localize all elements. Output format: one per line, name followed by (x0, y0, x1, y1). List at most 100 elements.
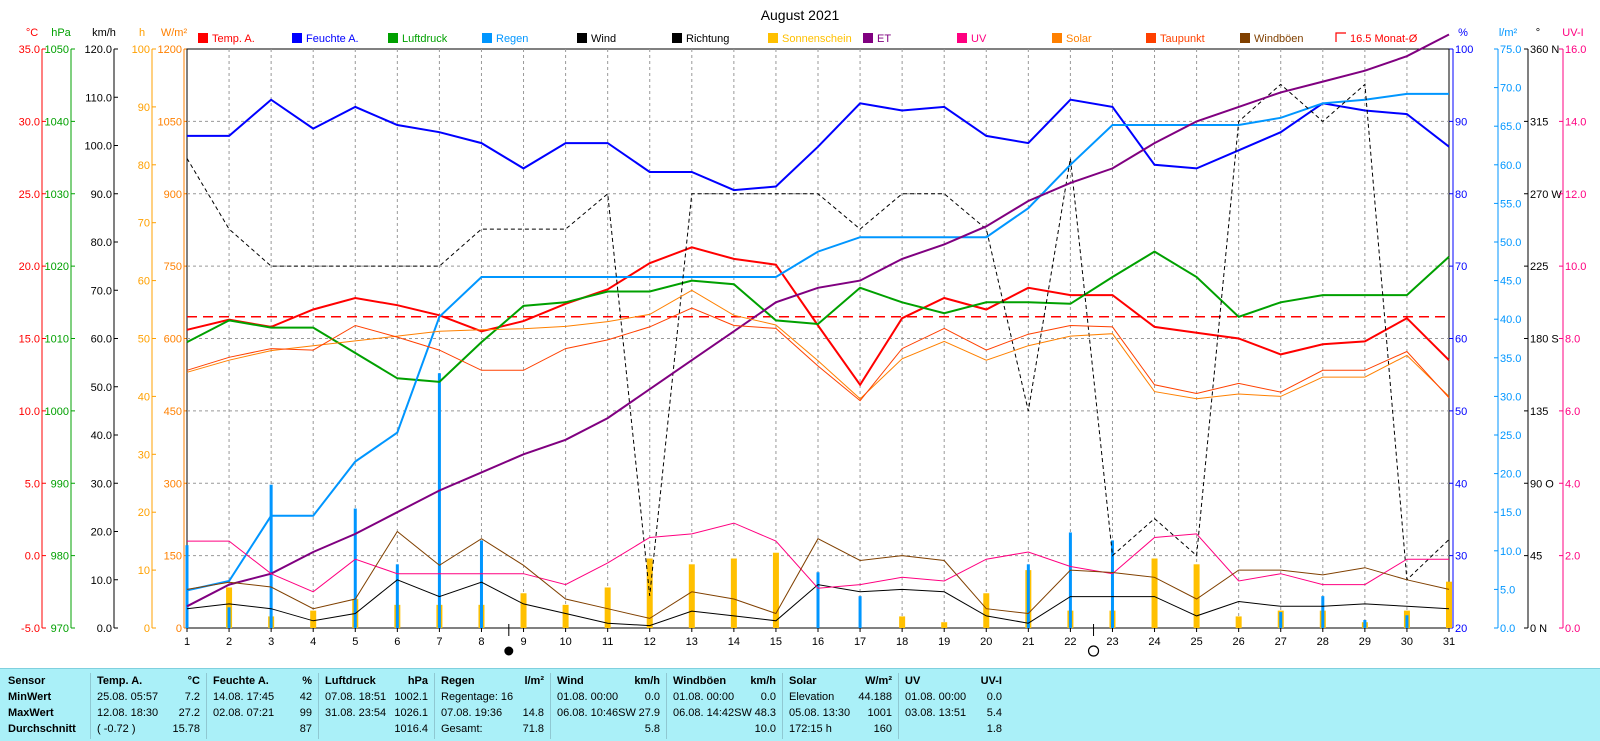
axes: °C 35.0 30.0 25.0 20.0 15.0 10.0 5.0 0.0 -5.0 hPa 1… (19, 27, 1587, 635)
stats-row: 07.08. 18:51 1002.1 (323, 689, 434, 705)
stats-when: 02.08. 07:21 (213, 707, 275, 719)
stats-when: 01.08. 00:00 (557, 691, 619, 703)
right-axis-tick-label: 135 (1530, 406, 1548, 418)
x-tick-label: 16 (812, 636, 824, 648)
right-axis-tick-label: 50 (1455, 406, 1467, 418)
stats-row: 06.08. 10:46SW 27.9 (555, 705, 666, 721)
left-axis-tick-label: 0 (144, 623, 150, 635)
stats-when: 07.08. 18:51 (325, 691, 387, 703)
series-line-windb-en (186, 530, 1450, 619)
right-axis-tick-label: 100 (1455, 44, 1473, 56)
stats-group-sensor: Sensor MinWert MaxWert Durchschnitt (0, 673, 90, 739)
stats-unit: % (302, 675, 312, 687)
stats-title: Feuchte A. (213, 675, 269, 687)
stats-header: Wind km/h (555, 673, 666, 689)
stats-value: 1002.1 (394, 691, 428, 703)
x-tick-label: 21 (1022, 636, 1034, 648)
rain-bar (1110, 540, 1114, 628)
legend-swatch (863, 33, 873, 43)
stats-row: 1.8 (903, 721, 1008, 737)
stats-label: Sensor (8, 675, 46, 687)
legend-swatch (482, 33, 492, 43)
x-tick-label: 3 (268, 636, 274, 648)
left-axis-tick-label: 90.0 (91, 189, 112, 201)
stats-row: Elevation 44.188 (787, 689, 898, 705)
stats-row: 1016.4 (323, 721, 434, 737)
stats-when: Regentage: 16 (441, 691, 514, 703)
left-axis-tick-label: 120.0 (84, 44, 112, 56)
left-axis-tick-label: 5.0 (25, 478, 40, 490)
left-axis-tick-label: 20.0 (19, 261, 40, 273)
sunshine-bar (604, 587, 611, 628)
sunshine-bar (1446, 581, 1452, 628)
rain-bar (858, 596, 862, 628)
right-axis-tick-label: 8.0 (1565, 334, 1580, 346)
left-axis-tick-label: 15.0 (19, 334, 40, 346)
stats-header: Feuchte A.% (211, 673, 318, 689)
left-axis-tick-label: -5.0 (21, 623, 40, 635)
right-axis-tick-label: 90 O (1530, 478, 1554, 490)
stats-value: 1026.1 (394, 707, 428, 719)
legend-swatch (388, 33, 398, 43)
series-line-solar (186, 289, 1450, 400)
stats-value: 0.0 (760, 691, 776, 703)
left-axis-tick-label: 980 (51, 551, 69, 563)
x-tick-label: 18 (896, 636, 908, 648)
stats-when: 172:15 h (789, 723, 832, 735)
left-axis-tick-label: 110.0 (85, 92, 112, 104)
sunshine-bar (730, 558, 737, 628)
stats-value: 1016.4 (394, 723, 428, 735)
stats-row: Regentage: 16 (439, 689, 550, 705)
sunshine-bar (772, 552, 779, 628)
rain-bar (395, 564, 399, 628)
sunshine-bar (520, 593, 527, 628)
series-line-luftdruck (186, 250, 1450, 383)
legend-swatch (1240, 33, 1250, 43)
right-axis-tick-label: 10.0 (1500, 546, 1521, 558)
stats-value: 48.3 (754, 707, 776, 719)
x-tick-label: 23 (1106, 636, 1118, 648)
left-axis-tick-label: 30 (138, 449, 150, 461)
legend-swatch (1335, 32, 1346, 42)
right-axis-tick-label: 16.0 (1565, 44, 1586, 56)
stats-when: Elevation (789, 691, 835, 703)
rain-bar (1405, 615, 1409, 628)
x-tick-label: 30 (1401, 636, 1413, 648)
series-line-uv (187, 522, 1449, 593)
stats-header: Solar W/m² (787, 673, 898, 689)
x-tick-label: 19 (938, 636, 950, 648)
stats-value: 5.4 (986, 707, 1002, 719)
rain-bar (1363, 620, 1367, 628)
rain-bar (816, 572, 820, 628)
x-tick-label: 29 (1359, 636, 1371, 648)
left-axis-tick-label: 300 (164, 478, 182, 490)
legend-label: UV (971, 33, 987, 45)
right-axis-tick-label: 12.0 (1565, 189, 1586, 201)
grid (186, 48, 1450, 629)
stats-row-label: MaxWert (4, 705, 90, 721)
right-axis-tick-label: 14.0 (1565, 116, 1586, 128)
stats-value: 10.0 (754, 723, 776, 735)
right-axis-tick-label: 35.0 (1500, 353, 1521, 365)
stats-when: 07.08. 19:36 (441, 707, 503, 719)
stats-row: ( -0.72 ) 15.78 (95, 721, 206, 737)
stats-title: Wind (557, 675, 584, 687)
stats-value: 27.9 (638, 707, 660, 719)
stats-row: 14.08. 17:45 42 (211, 689, 318, 705)
left-axis-tick-label: 750 (164, 261, 182, 273)
right-axis-tick-label: 60.0 (1500, 160, 1521, 172)
x-tick-label: 8 (478, 636, 484, 648)
left-axis-tick-label: 60.0 (91, 334, 112, 346)
left-axis-tick-label: 600 (164, 334, 182, 346)
stats-header: Regen l/m² (439, 673, 550, 689)
sunshine-bar (1151, 558, 1158, 628)
x-tick-label: 28 (1317, 636, 1329, 648)
stats-when: 01.08. 00:00 (905, 691, 967, 703)
stats-row-label: Sensor (4, 673, 90, 689)
series-line-regen (186, 92, 1449, 592)
left-axis-tick-label: 25.0 (19, 189, 40, 201)
x-tick-label: 1 (184, 636, 190, 648)
legend-label: Regen (496, 33, 528, 45)
stats-row: 07.08. 19:36 14.8 (439, 705, 550, 721)
x-tick-label: 2 (226, 636, 232, 648)
